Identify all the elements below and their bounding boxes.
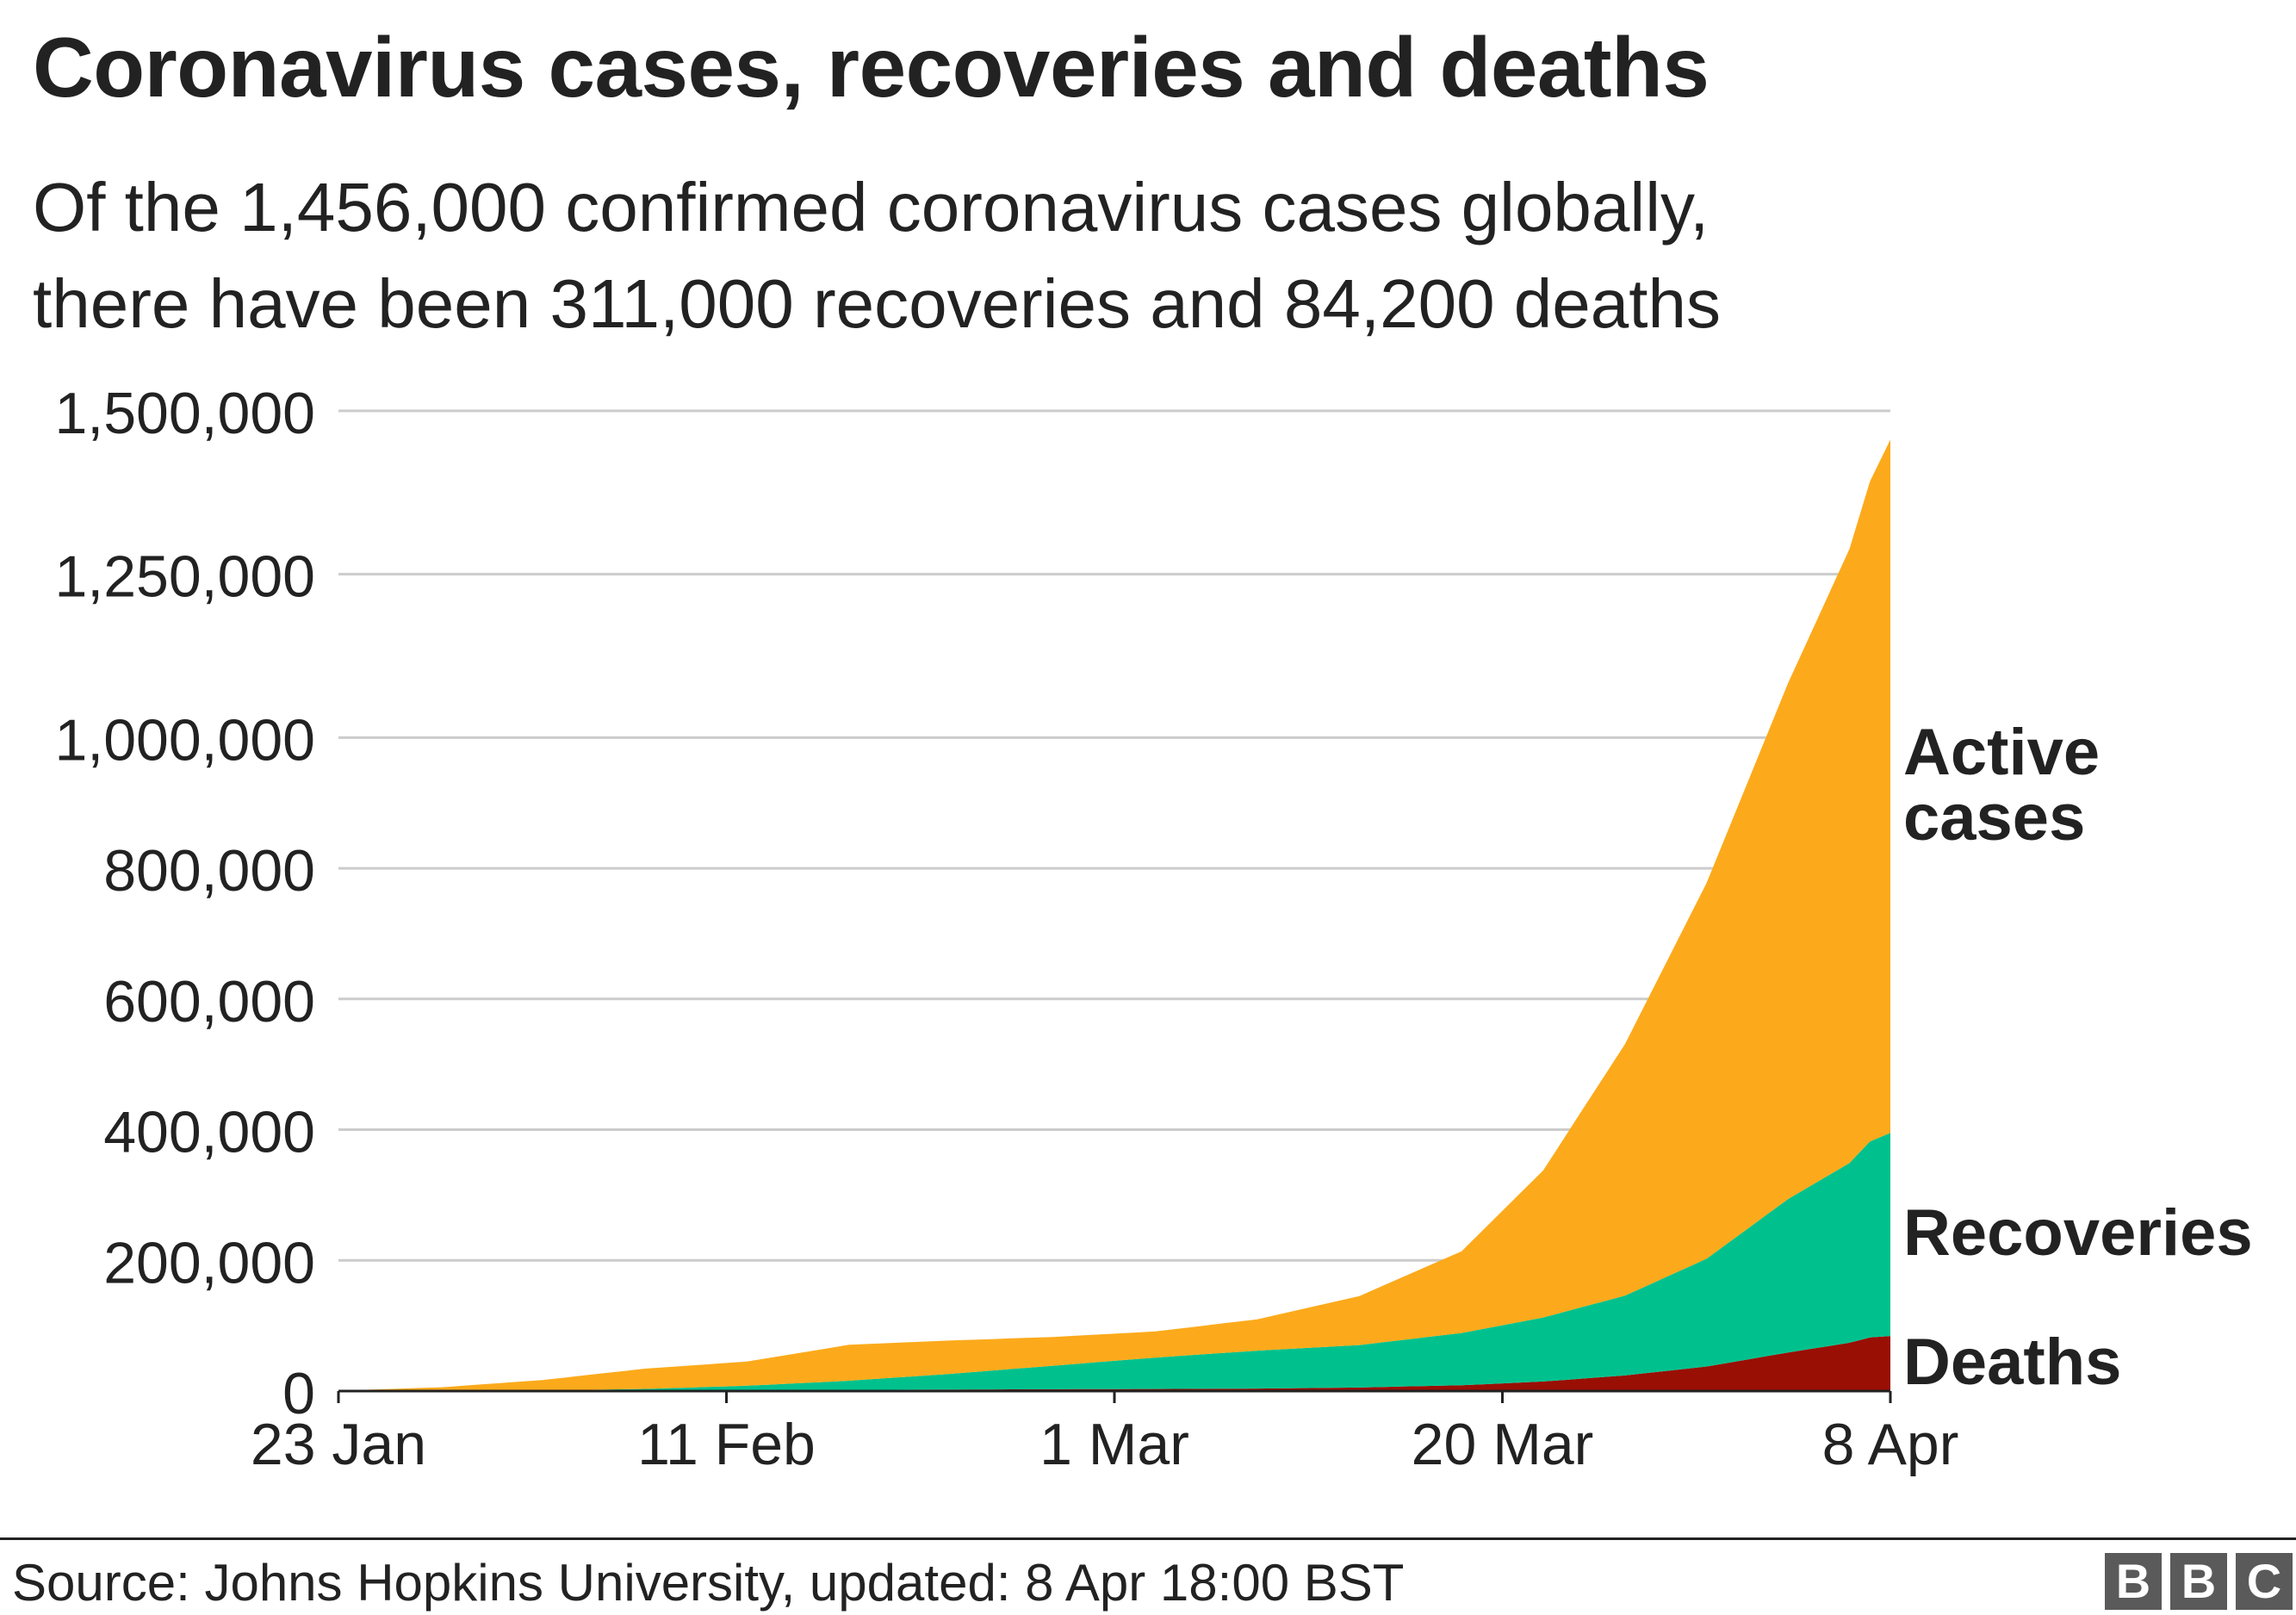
y-tick-label: 800,000 bbox=[103, 838, 315, 904]
area-active-cases bbox=[338, 439, 1890, 1391]
subtitle-line-1: Of the 1,456,000 confirmed coronavirus c… bbox=[33, 169, 1710, 245]
series-label-deaths: Deaths bbox=[1903, 1326, 2121, 1399]
chart-subtitle: Of the 1,456,000 confirmed coronavirus c… bbox=[33, 159, 2186, 352]
y-tick-label: 600,000 bbox=[103, 969, 315, 1034]
series-label-recoveries: Recoveries bbox=[1903, 1196, 2253, 1270]
x-tick-label: 11 Feb bbox=[637, 1412, 816, 1477]
axes: 0 200,000 400,000 600,000 800,000 1,000,000 1,… bbox=[54, 381, 1958, 1477]
area-deaths bbox=[338, 1336, 1890, 1391]
bbc-logo-letter-b2: B bbox=[2170, 1553, 2227, 1610]
area-series bbox=[338, 439, 1890, 1391]
series-label-active-cases: Active cases bbox=[1903, 716, 2100, 854]
bbc-logo: B B C bbox=[2105, 1553, 2293, 1610]
y-tick-label: 400,000 bbox=[103, 1100, 315, 1165]
area-recoveries bbox=[338, 1133, 1890, 1391]
footer-divider bbox=[0, 1537, 2296, 1540]
chart-title: Coronavirus cases, recoveries and deaths bbox=[33, 20, 1710, 115]
y-tick-label: 0 bbox=[282, 1361, 315, 1426]
y-tick-label: 1,000,000 bbox=[54, 707, 315, 773]
subtitle-line-2: there have been 311,000 recoveries and 8… bbox=[33, 265, 1721, 342]
source-note: Source: Johns Hopkins University, update… bbox=[12, 1554, 1405, 1612]
x-tick-label: 8 Apr bbox=[1822, 1412, 1959, 1477]
bbc-logo-letter-b1: B bbox=[2105, 1553, 2162, 1610]
bbc-logo-letter-c: C bbox=[2236, 1553, 2293, 1610]
x-tick-label: 1 Mar bbox=[1039, 1412, 1189, 1477]
y-tick-label: 1,500,000 bbox=[54, 381, 315, 446]
stacked-area-chart: 0 200,000 400,000 600,000 800,000 1,000,000 1,… bbox=[54, 381, 2253, 1477]
x-tick-label: 23 Jan bbox=[251, 1412, 426, 1477]
x-tick-label: 20 Mar bbox=[1412, 1412, 1594, 1477]
y-tick-label: 1,250,000 bbox=[54, 544, 315, 610]
series-labels: Deaths Recoveries Active cases bbox=[1903, 716, 2253, 1399]
y-tick-label: 200,000 bbox=[103, 1230, 315, 1295]
